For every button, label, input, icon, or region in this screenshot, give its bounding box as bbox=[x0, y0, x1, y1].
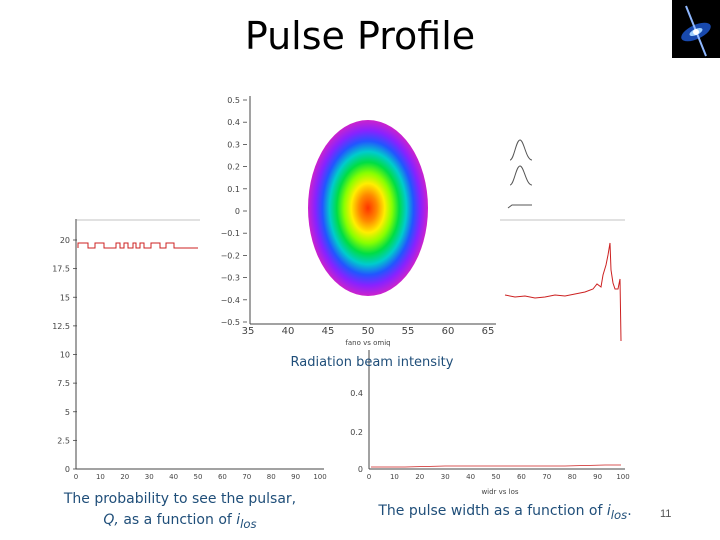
pulse-shape-inset bbox=[507, 139, 533, 209]
beam-intensity-map bbox=[308, 120, 428, 296]
right-x-tick-5: 50 bbox=[492, 473, 501, 481]
beam-x-tick-2: 45 bbox=[322, 326, 335, 337]
left-x-tick-1: 10 bbox=[96, 473, 105, 481]
right-y-tick-2: 0 bbox=[358, 465, 363, 474]
beam-y-tick-1: 0.4 bbox=[227, 118, 240, 127]
left-y-tick-5: 7.5 bbox=[57, 379, 70, 388]
beam-intensity-plot: 0.5 0.4 0.3 0.2 0.1 0 −0.1 −0.2 −0.3 −0.4 −0.5 35 4… bbox=[200, 90, 500, 350]
right-x-tick-8: 80 bbox=[568, 473, 577, 481]
beam-plot-x-label: fano vs omiq bbox=[345, 339, 390, 347]
left-x-tick-0: 0 bbox=[74, 473, 78, 481]
left-x-tick-2: 20 bbox=[120, 473, 129, 481]
left-y-tick-8: 0 bbox=[65, 465, 70, 474]
beam-y-tick-9: −0.4 bbox=[221, 296, 240, 305]
left-x-tick-7: 70 bbox=[242, 473, 251, 481]
probability-caption: The probability to see the pulsar, Q, as… bbox=[40, 489, 320, 535]
right-x-tick-0: 0 bbox=[367, 473, 371, 481]
beam-x-tick-6: 65 bbox=[482, 326, 495, 337]
beam-caption: Radiation beam intensity bbox=[290, 355, 454, 370]
q-text: as a function of bbox=[118, 512, 237, 528]
left-y-tick-4: 10 bbox=[60, 351, 70, 360]
q-var: i bbox=[236, 512, 241, 528]
beam-y-tick-7: −0.2 bbox=[221, 251, 240, 260]
left-x-tick-4: 40 bbox=[169, 473, 178, 481]
width-text: The pulse width as a function of bbox=[378, 503, 607, 519]
probability-curve bbox=[77, 242, 198, 249]
beam-x-tick-3: 50 bbox=[362, 326, 375, 337]
right-x-tick-4: 40 bbox=[466, 473, 475, 481]
beam-x-tick-5: 60 bbox=[442, 326, 455, 337]
beam-x-tick-1: 40 bbox=[282, 326, 295, 337]
page-number: 11 bbox=[660, 508, 672, 520]
left-y-tick-3: 12.5 bbox=[52, 322, 70, 331]
right-x-tick-2: 20 bbox=[415, 473, 424, 481]
left-y-tick-0: 20 bbox=[60, 236, 70, 245]
left-x-tick-8: 80 bbox=[267, 473, 276, 481]
beam-y-tick-0: 0.5 bbox=[227, 96, 240, 105]
probability-caption-line1: The probability to see the pulsar, bbox=[63, 491, 297, 507]
right-x-tick-6: 60 bbox=[517, 473, 526, 481]
beam-y-tick-5: 0 bbox=[235, 207, 240, 216]
left-x-tick-10: 100 bbox=[313, 473, 326, 481]
beam-x-tick-0: 35 bbox=[242, 326, 255, 337]
left-y-tick-7: 2.5 bbox=[57, 436, 70, 445]
beam-y-tick-2: 0.3 bbox=[227, 140, 240, 149]
right-plot-x-label: widr vs los bbox=[481, 488, 518, 496]
pulse-width-baseline bbox=[371, 464, 621, 468]
left-x-tick-9: 90 bbox=[291, 473, 300, 481]
pulse-width-caption: The pulse width as a function of ilos. bbox=[350, 503, 660, 522]
pulse-width-curve bbox=[504, 242, 622, 342]
beam-y-tick-8: −0.3 bbox=[221, 274, 240, 283]
beam-y-tick-10: −0.5 bbox=[221, 318, 240, 327]
right-x-tick-10: 100 bbox=[616, 473, 629, 481]
left-y-tick-2: 15 bbox=[60, 293, 70, 302]
left-y-tick-1: 17.5 bbox=[52, 265, 70, 274]
q-symbol: Q, bbox=[103, 512, 119, 528]
width-end: . bbox=[627, 503, 632, 519]
pulsar-icon bbox=[672, 0, 720, 58]
width-sub: los bbox=[610, 507, 628, 522]
right-x-tick-3: 30 bbox=[441, 473, 450, 481]
left-x-tick-5: 50 bbox=[194, 473, 203, 481]
probability-caption-line2: Q, as a function of ilos bbox=[40, 510, 320, 535]
right-y-tick-0: 0.4 bbox=[350, 389, 363, 398]
right-x-tick-1: 10 bbox=[390, 473, 399, 481]
probability-plot: 20 17.5 15 12.5 10 7.5 5 2.5 0 0 10 20 30 40 50 60 70 80… bbox=[52, 219, 327, 481]
beam-y-tick-3: 0.2 bbox=[227, 163, 240, 172]
left-x-tick-6: 60 bbox=[218, 473, 227, 481]
width-var: i bbox=[606, 503, 611, 519]
beam-x-tick-4: 55 bbox=[402, 326, 415, 337]
left-x-tick-3: 30 bbox=[145, 473, 154, 481]
slide-title: Pulse Profile bbox=[244, 14, 476, 58]
left-y-tick-6: 5 bbox=[65, 408, 70, 417]
right-y-tick-1: 0.2 bbox=[350, 428, 363, 437]
right-x-tick-7: 70 bbox=[542, 473, 551, 481]
right-x-tick-9: 90 bbox=[593, 473, 602, 481]
q-sub: los bbox=[240, 516, 257, 531]
beam-y-tick-6: −0.1 bbox=[221, 229, 240, 238]
beam-y-tick-4: 0.1 bbox=[227, 185, 240, 194]
